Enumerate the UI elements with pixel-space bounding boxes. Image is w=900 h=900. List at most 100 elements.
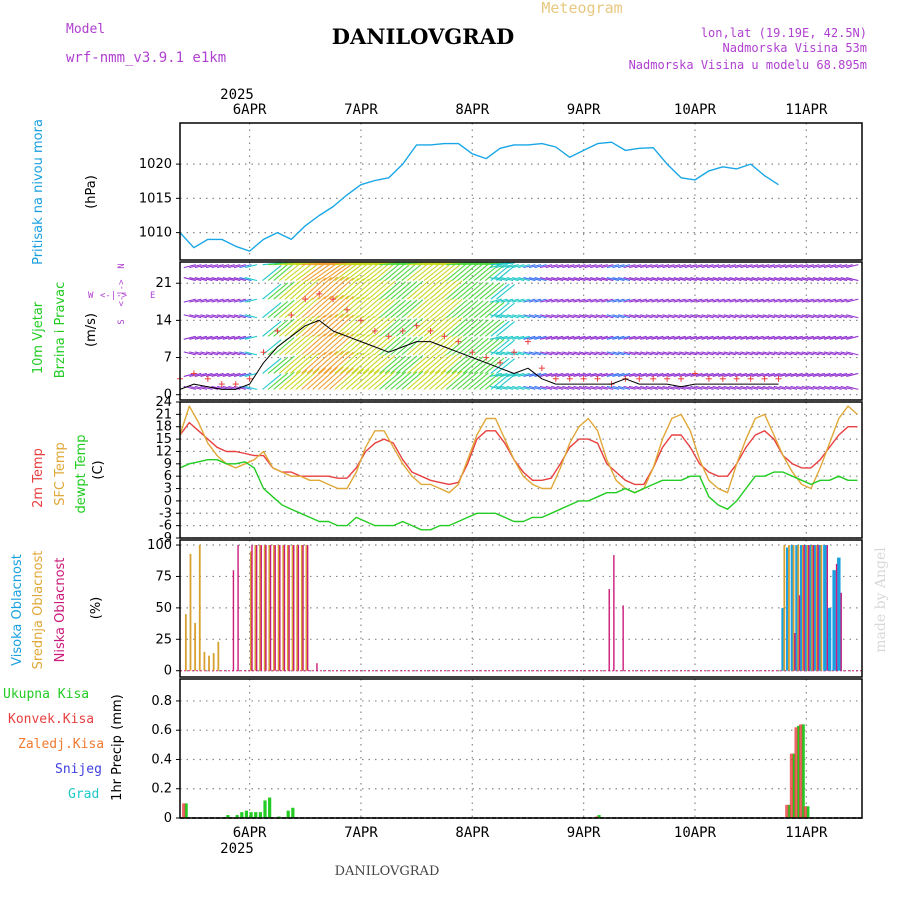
wind-arrow (429, 298, 452, 319)
wind-arrow (217, 335, 230, 340)
wind-arrow (840, 385, 853, 390)
wind-arrow (217, 264, 230, 269)
wind-arrow (779, 314, 792, 319)
wind-arrow (651, 298, 664, 303)
wind-arrow (590, 314, 603, 319)
srednja-bar (806, 545, 809, 671)
wind-arrow (489, 335, 503, 340)
wind-arrow (489, 298, 503, 303)
wind-arrow (718, 351, 731, 356)
y-tick-label: 0 (164, 811, 172, 826)
wind-arrow (662, 277, 675, 282)
wind-arrow (295, 315, 320, 337)
wind-arrow (790, 351, 803, 356)
srednja-bar (263, 545, 266, 671)
wind-arrow (423, 262, 447, 282)
wind-arrow (729, 264, 742, 269)
wind-arrow (835, 385, 848, 390)
wind-arrow (617, 314, 631, 319)
wind-arrow (829, 264, 842, 269)
wind-arrow (295, 296, 320, 319)
wind-arrow (244, 277, 258, 282)
wind-arrow (573, 335, 586, 340)
niska-bar (237, 545, 239, 671)
ukupna-bar (796, 725, 801, 818)
wind-arrow (840, 264, 853, 269)
wind-arrow (757, 277, 770, 282)
wind-arrow (617, 385, 631, 390)
wind-arrow (556, 314, 569, 319)
wind-arrow (601, 277, 614, 282)
ukupna-bar (254, 812, 258, 818)
wind-arrow (211, 264, 224, 269)
wind-arrow (506, 314, 519, 319)
wind-arrow (835, 351, 848, 356)
model-name: wrf-nmm_v3.9.1 e1km (66, 50, 226, 66)
wind-arrow (379, 371, 401, 390)
wind-arrow (662, 314, 675, 319)
wind-arrow (523, 314, 536, 319)
srednja-bar (184, 614, 187, 671)
wind-arrow (312, 276, 338, 300)
wind-arrow (606, 351, 620, 356)
wind-arrow (695, 372, 709, 377)
wind-arrow (517, 264, 530, 269)
wind-arrow (345, 334, 370, 356)
niska-bar (297, 545, 300, 671)
wind-arrow (506, 298, 519, 303)
wind-arrow (244, 385, 258, 390)
wind-arrow (578, 351, 592, 356)
wind-arrow (473, 282, 494, 300)
wind-arrow (745, 385, 759, 390)
compass-e: E (150, 291, 155, 301)
wind-arrow (445, 370, 468, 390)
wind-arrow (418, 298, 441, 319)
wind-arrow (601, 314, 614, 319)
wind-arrow (217, 351, 230, 356)
wind-arrow (651, 351, 664, 356)
wind-arrow (278, 317, 302, 337)
legend-konvek: Konvek.Kisa (8, 712, 94, 727)
wind-arrow (200, 351, 213, 356)
wind-arrow (362, 317, 386, 337)
wind-arrow (679, 314, 692, 319)
wind-arrow (723, 372, 736, 377)
bottom-date-label: 7APR (344, 825, 378, 841)
wind-arrow (812, 314, 826, 319)
wind-arrow (745, 277, 759, 282)
wind-arrow (573, 264, 586, 269)
wind-arrow (801, 277, 814, 282)
wind-arrow (829, 277, 842, 282)
wind-arrow (812, 277, 826, 282)
wind-arrow (262, 264, 282, 282)
wind-arrow (222, 385, 235, 390)
wind-arrow (690, 372, 703, 377)
wind-arrow (200, 385, 213, 390)
niska-bar (316, 663, 318, 671)
wind-arrow (379, 355, 401, 374)
wind-arrow (194, 277, 208, 282)
wind-arrow (340, 296, 365, 319)
srednja-bar (249, 551, 252, 671)
wind-arrow (757, 314, 770, 319)
wind-arrow (562, 298, 575, 303)
wind-arrow (556, 264, 569, 269)
wind-arrow (601, 351, 614, 356)
wind-arrow (779, 385, 792, 390)
ukupna-bar (184, 803, 188, 818)
wind-arrow (345, 297, 370, 319)
wind-arrow (334, 333, 359, 356)
wind-arrow (840, 298, 853, 303)
wind-arrow (606, 314, 620, 319)
wind-arrow (823, 385, 837, 390)
wind-arrow (645, 372, 658, 377)
wind-arrow (573, 385, 586, 390)
wind-arrow (539, 385, 553, 390)
wind-arrow (539, 264, 553, 269)
wind-arrow (205, 351, 219, 356)
wind-arrow (734, 298, 748, 303)
wind-arrow (211, 372, 224, 377)
legend-ukupna: Ukupna Kisa (3, 687, 89, 702)
wind-arrow (623, 385, 636, 390)
wind-arrow (262, 320, 282, 337)
